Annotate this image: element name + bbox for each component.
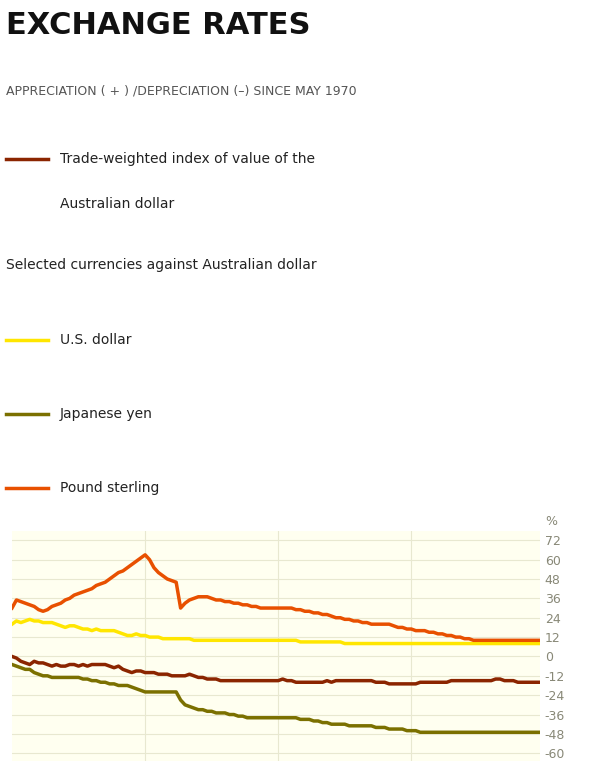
Text: U.S. dollar: U.S. dollar xyxy=(60,332,131,347)
Text: Trade-weighted index of value of the: Trade-weighted index of value of the xyxy=(60,151,315,165)
Text: Pound sterling: Pound sterling xyxy=(60,481,160,495)
Text: %: % xyxy=(545,515,557,528)
Text: Australian dollar: Australian dollar xyxy=(60,198,174,211)
Text: EXCHANGE RATES: EXCHANGE RATES xyxy=(6,11,311,40)
Text: APPRECIATION ( + ) /DEPRECIATION (–) SINCE MAY 1970: APPRECIATION ( + ) /DEPRECIATION (–) SIN… xyxy=(6,85,356,98)
Text: Japanese yen: Japanese yen xyxy=(60,407,153,421)
Text: Selected currencies against Australian dollar: Selected currencies against Australian d… xyxy=(6,258,317,272)
